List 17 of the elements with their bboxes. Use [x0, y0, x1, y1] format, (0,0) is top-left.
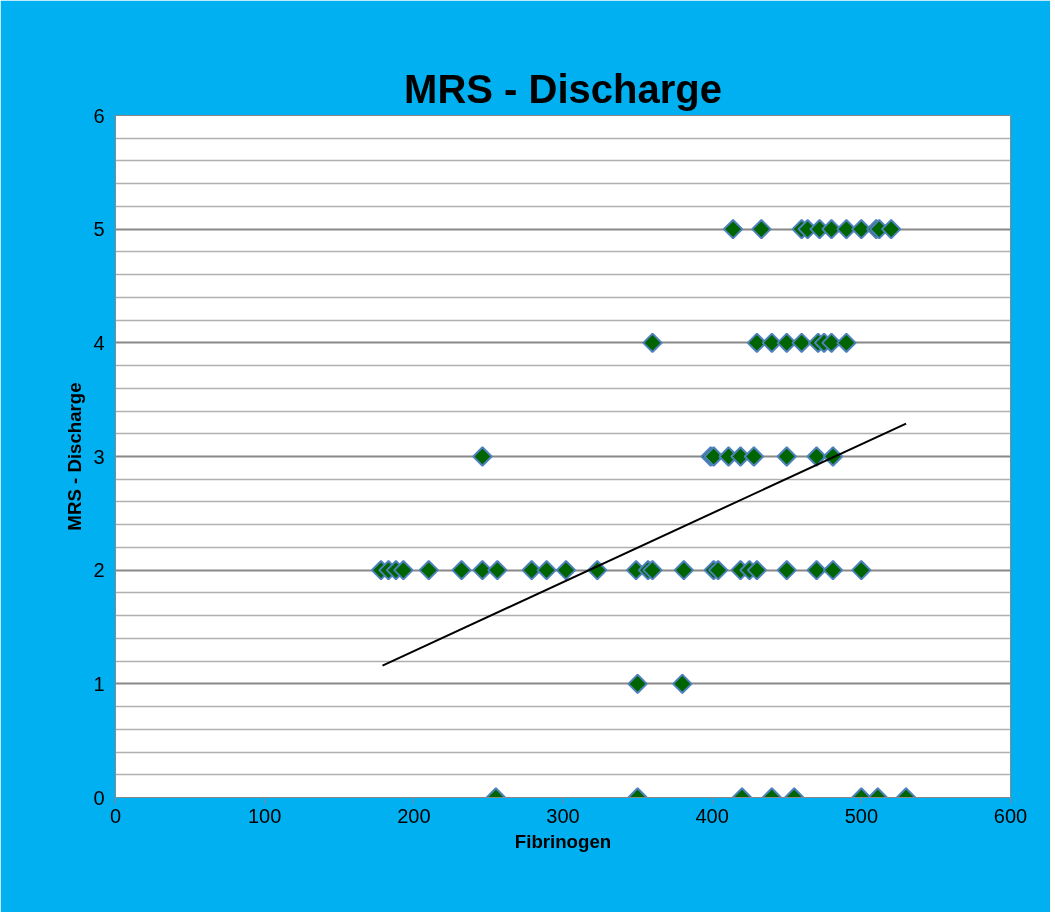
chart-title: MRS - Discharge	[404, 66, 722, 111]
y-tick-label: 1	[93, 672, 105, 695]
y-tick-label: 6	[93, 104, 105, 127]
x-axis-title: Fibrinogen	[514, 830, 612, 852]
y-axis-title: MRS - Discharge	[64, 382, 86, 531]
x-tick-label: 100	[247, 804, 282, 827]
y-tick-label: 0	[93, 786, 105, 809]
x-tick-label: 0	[109, 804, 122, 827]
y-tick-label: 3	[93, 445, 105, 468]
x-tick-label: 200	[397, 804, 431, 827]
y-tick-label: 2	[93, 559, 105, 582]
x-tick-label: 500	[844, 804, 879, 827]
y-tick-label: 4	[93, 331, 105, 354]
x-tick-label: 300	[546, 804, 580, 827]
x-tick-label: 600	[993, 804, 1028, 827]
y-tick-label: 5	[93, 218, 105, 241]
x-tick-label: 400	[695, 804, 729, 827]
